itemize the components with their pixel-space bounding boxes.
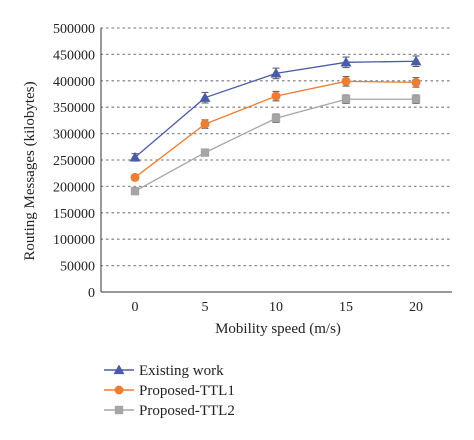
y-tick-label: 100000 xyxy=(53,233,95,248)
y-tick-label: 300000 xyxy=(53,128,95,143)
gridlines xyxy=(100,27,453,267)
y-tick-labels: 0 50000 100000 150000 200000 250000 300000 3500… xyxy=(53,22,95,301)
y-tick-label: 500000 xyxy=(53,22,95,37)
y-tick-label: 250000 xyxy=(53,154,95,169)
y-axis-label: Routing Messages (kilobytes) xyxy=(22,81,38,260)
series-1 xyxy=(129,55,422,162)
legend-item: Existing work xyxy=(104,363,224,379)
data-point xyxy=(270,67,282,78)
legend-item: Proposed-TTL1 xyxy=(104,383,235,399)
x-axis-label: Mobility speed (m/s) xyxy=(215,321,341,337)
y-tick-label: 450000 xyxy=(53,48,95,63)
y-tick-label: 200000 xyxy=(53,180,95,195)
legend-item: Proposed-TTL2 xyxy=(104,403,235,419)
legend-marker xyxy=(113,364,125,375)
legend-marker xyxy=(114,405,124,415)
x-tick-label: 5 xyxy=(202,300,209,315)
data-point xyxy=(271,91,281,101)
series-2 xyxy=(130,76,421,182)
y-tick-label: 0 xyxy=(88,286,95,301)
y-tick-label: 50000 xyxy=(60,260,95,275)
data-point xyxy=(411,95,421,104)
data-point xyxy=(129,151,141,162)
axes xyxy=(100,28,452,293)
data-point xyxy=(200,148,210,157)
x-tick-label: 20 xyxy=(409,300,423,315)
data-point xyxy=(410,55,422,66)
legend-label: Existing work xyxy=(139,363,224,379)
data-point xyxy=(199,92,211,102)
data-point xyxy=(341,76,351,86)
series-3 xyxy=(130,94,421,196)
data-point xyxy=(341,95,351,104)
data-point xyxy=(130,172,140,182)
x-tick-label: 0 xyxy=(132,300,139,315)
y-tick-label: 400000 xyxy=(53,75,95,90)
legend-label: Proposed-TTL1 xyxy=(139,383,235,399)
y-tick-label: 350000 xyxy=(53,101,95,116)
x-tick-labels: 0 5 10 15 20 xyxy=(132,300,424,315)
x-tick-label: 15 xyxy=(339,300,353,315)
legend: Existing work Proposed-TTL1 Proposed-TTL2 xyxy=(104,363,235,419)
y-tick-label: 150000 xyxy=(53,207,95,222)
legend-marker xyxy=(114,385,124,395)
data-point xyxy=(411,77,421,87)
data-point xyxy=(340,56,352,67)
data-point xyxy=(130,186,140,196)
series-group xyxy=(129,55,422,196)
legend-label: Proposed-TTL2 xyxy=(139,403,235,419)
data-point xyxy=(200,119,210,129)
x-tick-label: 10 xyxy=(269,300,283,315)
data-point xyxy=(271,114,281,123)
